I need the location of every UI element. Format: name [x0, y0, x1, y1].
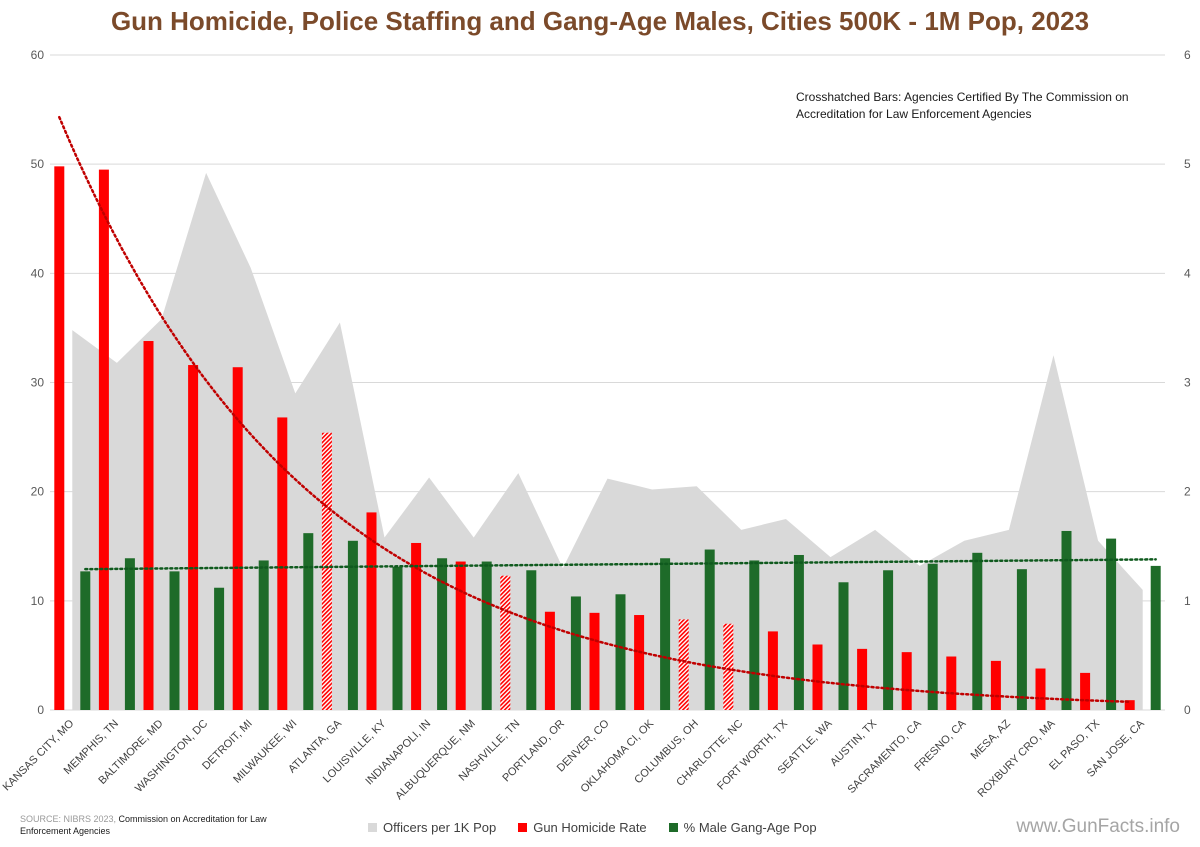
category-label: KANSAS CITY, MO [1, 717, 77, 793]
gang-age-bar [1150, 565, 1161, 710]
homicide-bar [634, 615, 645, 710]
gang-age-bar [80, 571, 91, 710]
right-axis-tick: 4 [1184, 266, 1191, 280]
left-axis-tick: 40 [31, 266, 45, 280]
right-axis-tick: 6 [1184, 48, 1191, 62]
gang-age-bar [481, 561, 492, 710]
left-axis-tick: 30 [31, 376, 45, 390]
left-axis-tick: 60 [31, 48, 45, 62]
legend-item-homicide: Gun Homicide Rate [518, 820, 647, 835]
homicide-bar [411, 542, 422, 710]
legend-label-homicide: Gun Homicide Rate [533, 820, 647, 835]
gang-age-bar [615, 594, 626, 710]
gang-age-bar [1061, 530, 1072, 710]
homicide-bar [544, 611, 555, 710]
gang-age-bar [1106, 538, 1117, 710]
legend-label-gang-age: % Male Gang-Age Pop [683, 820, 817, 835]
gang-age-bar [883, 570, 894, 710]
gang-age-bar [927, 563, 938, 710]
homicide-bar [678, 619, 689, 710]
gang-age-bar [972, 552, 983, 710]
homicide-bar [54, 166, 65, 711]
gang-age-bar [347, 540, 358, 710]
homicide-bar [500, 575, 511, 710]
gang-age-bar [570, 596, 581, 710]
homicide-bar [767, 631, 778, 710]
homicide-bar [1080, 672, 1091, 710]
officers-area [72, 172, 1143, 710]
legend-label-officers: Officers per 1K Pop [383, 820, 497, 835]
homicide-bar [812, 644, 823, 710]
gang-age-trendline [84, 558, 1157, 571]
category-label: SACRAMENTO, CA [845, 717, 924, 796]
homicide-bar [589, 612, 600, 710]
gang-age-bar [437, 558, 448, 710]
legend-swatch-homicide [518, 823, 528, 832]
left-axis-tick: 0 [37, 703, 44, 717]
homicide-bar [990, 660, 1001, 710]
category-label: MESA, AZ [969, 717, 1014, 762]
bar-series [54, 166, 1161, 711]
right-axis-tick: 1 [1184, 594, 1191, 608]
homicide-bar [455, 561, 466, 710]
homicide-bar [1124, 700, 1135, 710]
legend-swatch-gang-age [668, 823, 678, 832]
homicide-bar [188, 365, 199, 710]
right-axis-tick: 3 [1184, 376, 1191, 390]
left-axis-tick: 10 [31, 594, 45, 608]
gang-age-bar [392, 566, 403, 710]
homicide-bar [857, 648, 868, 710]
gang-age-bar [1016, 569, 1027, 710]
right-axis-tick: 5 [1184, 157, 1191, 171]
chart-legend: Officers per 1K Pop Gun Homicide Rate % … [368, 820, 817, 835]
watermark: www.GunFacts.info [1016, 816, 1180, 837]
homicide-bar [98, 169, 109, 710]
gang-age-bar [793, 554, 804, 710]
gang-age-bar [838, 582, 849, 710]
homicide-trendline [58, 115, 1131, 704]
homicide-bar [366, 512, 377, 710]
homicide-bar [321, 432, 332, 710]
homicide-bar [723, 623, 734, 710]
category-label: OKLAHOMA CI, OK [579, 717, 657, 795]
gang-age-bar [660, 558, 671, 710]
right-axis-tick: 0 [1184, 703, 1191, 717]
gang-age-bar [749, 560, 760, 710]
left-axis-tick: 50 [31, 157, 45, 171]
gang-age-bar [169, 571, 180, 710]
gang-age-bar [704, 549, 715, 710]
gang-age-bar [303, 533, 314, 710]
homicide-bar [277, 417, 288, 710]
gang-age-bar [214, 587, 225, 710]
homicide-bar [1035, 668, 1046, 710]
legend-swatch-officers [368, 823, 377, 832]
source-bold: Commission on Accreditation for Law Enfo… [20, 814, 267, 836]
officers-area-series [72, 172, 1143, 710]
legend-item-gang-age: % Male Gang-Age Pop [668, 820, 817, 835]
category-label: ALBUQUERQUE, NM [393, 718, 478, 803]
legend-item-officers: Officers per 1K Pop [368, 820, 496, 835]
homicide-bar [232, 367, 243, 710]
homicide-bar [901, 652, 912, 710]
right-axis-tick: 2 [1184, 485, 1191, 499]
source-note: SOURCE: NIBRS 2023, Commission on Accred… [20, 813, 310, 837]
gang-age-bar [526, 570, 537, 710]
trendlines [58, 115, 1157, 704]
source-prefix: SOURCE: NIBRS 2023, [20, 814, 119, 824]
category-label: ROXBURY CRO, MA [976, 717, 1059, 800]
crosshatch-annotation: Crosshatched Bars: Agencies Certified By… [796, 90, 1129, 121]
left-axis-tick: 20 [31, 485, 45, 499]
homicide-bar [143, 341, 154, 710]
chart-title: Gun Homicide, Police Staffing and Gang-A… [110, 6, 1090, 36]
gang-age-bar [258, 560, 269, 710]
homicide-bar [946, 656, 957, 710]
gang-age-bar [124, 558, 135, 710]
